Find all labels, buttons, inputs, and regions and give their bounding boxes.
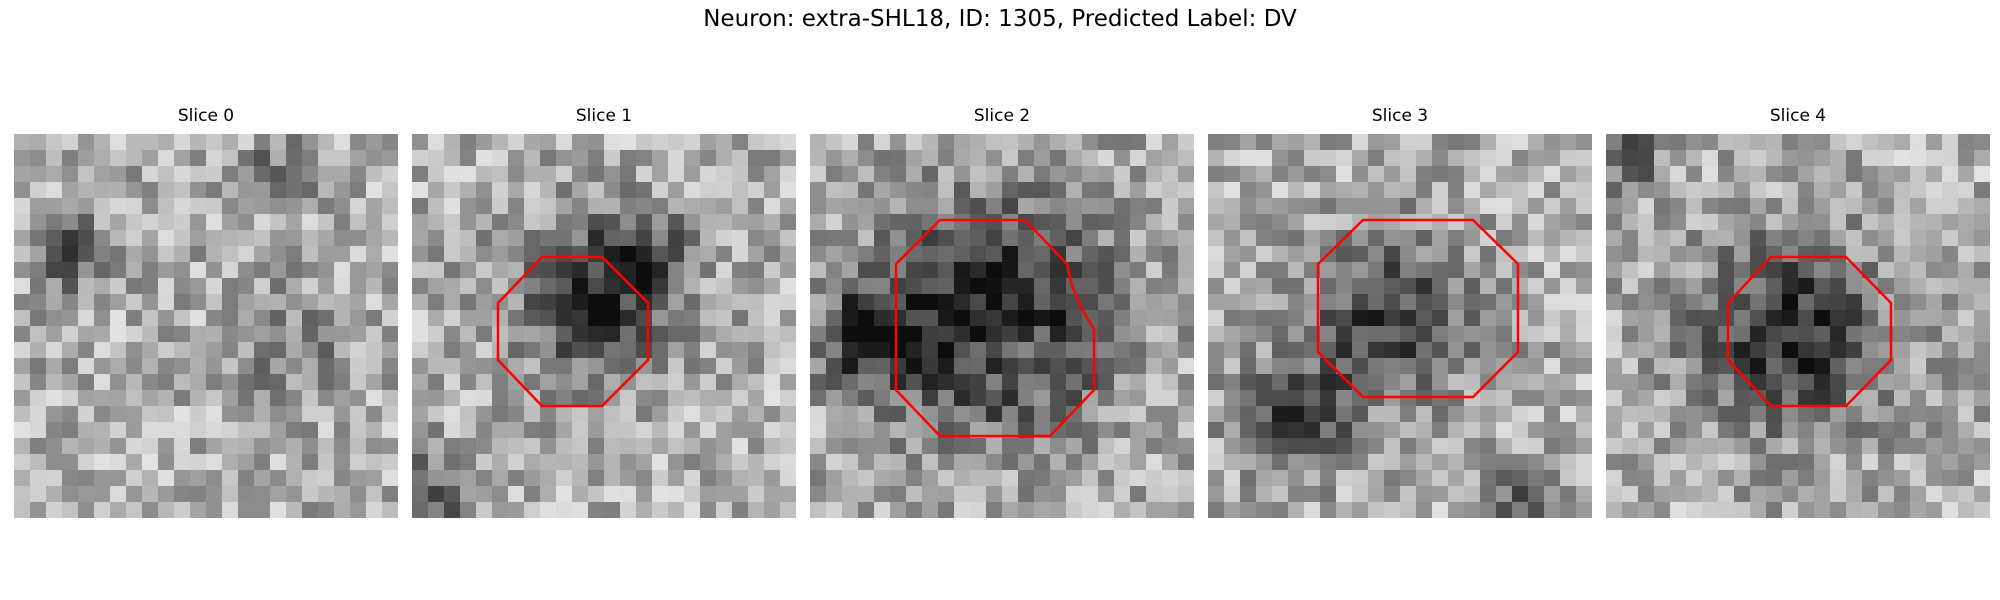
slice-image [14, 134, 398, 518]
slice-image [810, 134, 1194, 518]
roi-contour [894, 218, 1096, 438]
slice-title: Slice 3 [1371, 106, 1429, 126]
roi-contour-polygon [1726, 255, 1893, 408]
roi-contour-polygon [496, 255, 650, 408]
slice-image [1606, 134, 1990, 518]
slice-title: Slice 2 [973, 106, 1031, 126]
roi-contour [1726, 255, 1893, 408]
roi-contour [1316, 218, 1520, 399]
roi-contour-polygon [894, 218, 1096, 438]
slice-title: Slice 1 [575, 106, 633, 126]
roi-contour [496, 255, 650, 408]
slice-image [1208, 134, 1592, 518]
slice-title: Slice 4 [1769, 106, 1827, 126]
roi-contour-polygon [1316, 218, 1520, 399]
figure-title: Neuron: extra-SHL18, ID: 1305, Predicted… [703, 6, 1297, 32]
slice-image [412, 134, 796, 518]
slice-title: Slice 0 [177, 106, 235, 126]
